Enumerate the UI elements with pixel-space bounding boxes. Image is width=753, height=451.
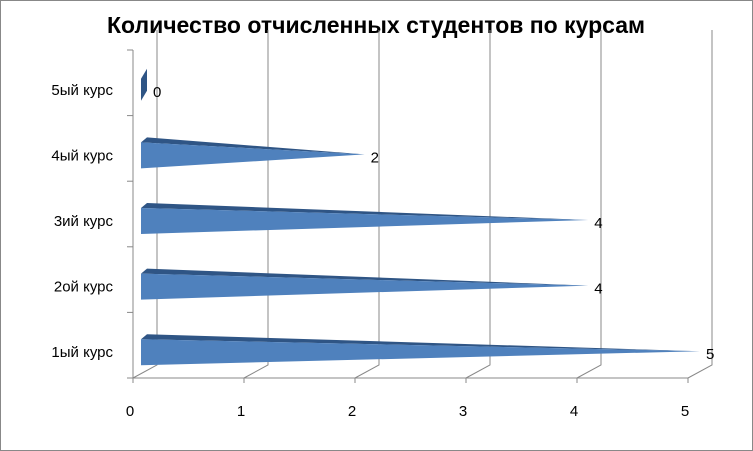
value-label: 0 (153, 84, 161, 101)
x-tick-label: 5 (681, 403, 689, 420)
value-label: 4 (594, 215, 602, 232)
bar (141, 68, 147, 101)
bar-top (141, 334, 700, 352)
value-label: 2 (371, 149, 379, 166)
y-tick-label: 2ой курс (54, 279, 114, 296)
bar-top (141, 203, 589, 220)
bar (141, 273, 589, 300)
bar-top (141, 268, 589, 286)
bar (141, 339, 700, 366)
grid-line (576, 30, 602, 379)
x-tick-label: 2 (348, 403, 356, 420)
grid-line (354, 30, 380, 379)
y-tick-label: 4ый курс (51, 147, 113, 164)
value-label: 5 (706, 346, 714, 363)
x-tick-label: 3 (459, 403, 467, 420)
chart-title: Количество отчисленных студентов по курс… (107, 12, 645, 38)
y-tick-label: 3ий курс (54, 213, 114, 230)
bar (141, 142, 365, 169)
bar (141, 208, 589, 234)
y-tick-label: 5ый курс (51, 82, 113, 99)
grid-line (687, 30, 713, 379)
bar-top (141, 137, 365, 155)
x-tick-label: 0 (126, 403, 134, 420)
grid-line (465, 30, 491, 379)
x-tick-label: 4 (570, 403, 578, 420)
y-tick-label: 1ый курс (51, 344, 113, 361)
value-label: 4 (594, 281, 602, 298)
grid-line (243, 30, 269, 379)
x-tick-label: 1 (237, 403, 245, 420)
